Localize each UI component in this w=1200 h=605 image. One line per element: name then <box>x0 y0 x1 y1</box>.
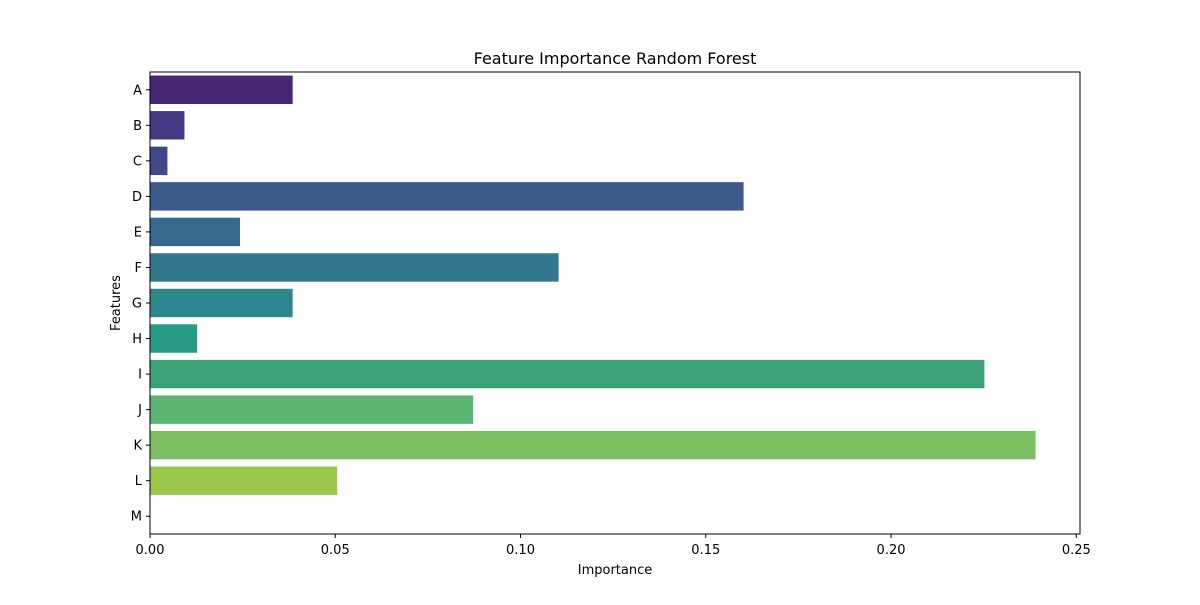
bar-f <box>150 253 559 282</box>
x-tick-label: 0.25 <box>1062 543 1091 558</box>
bar-i <box>150 359 985 389</box>
x-tick-label: 0.10 <box>506 543 535 558</box>
bar-b <box>150 111 185 140</box>
y-tick-label: B <box>133 119 142 134</box>
y-axis-label: Features <box>109 275 124 331</box>
y-tick-label: I <box>138 368 142 383</box>
y-tick-label: K <box>133 439 142 454</box>
y-tick-label: D <box>132 190 142 205</box>
y-tick-label: J <box>137 403 142 418</box>
plot-frame <box>149 71 1081 535</box>
y-axis-ticks: A B C D E F G H I J K L M <box>131 83 150 525</box>
x-tick-label: 0.15 <box>691 543 720 558</box>
y-tick-label: F <box>135 261 142 276</box>
x-axis-label: Importance <box>578 563 653 578</box>
y-tick-label: M <box>131 510 142 525</box>
x-tick-label: 0.05 <box>321 543 350 558</box>
y-tick-label: L <box>135 474 143 489</box>
x-tick-label: 0.00 <box>136 543 165 558</box>
bar-h <box>150 324 198 353</box>
bar-g <box>150 288 293 318</box>
y-tick-label: C <box>133 154 142 169</box>
y-tick-label: H <box>132 332 142 347</box>
y-tick-label: A <box>133 83 142 98</box>
bars-group <box>150 75 1036 495</box>
bar-e <box>150 217 241 247</box>
bar-l <box>150 466 338 495</box>
bar-d <box>150 182 744 211</box>
chart-title: Feature Importance Random Forest <box>474 49 757 68</box>
x-tick-label: 0.20 <box>877 543 906 558</box>
bar-k <box>150 430 1036 460</box>
y-tick-label: E <box>134 225 142 240</box>
bar-a <box>150 75 293 104</box>
x-axis-ticks: 0.00 0.05 0.10 0.15 0.20 0.25 <box>136 534 1091 558</box>
y-tick-label: G <box>132 297 142 312</box>
bar-c <box>150 146 168 176</box>
bar-j <box>150 395 474 424</box>
